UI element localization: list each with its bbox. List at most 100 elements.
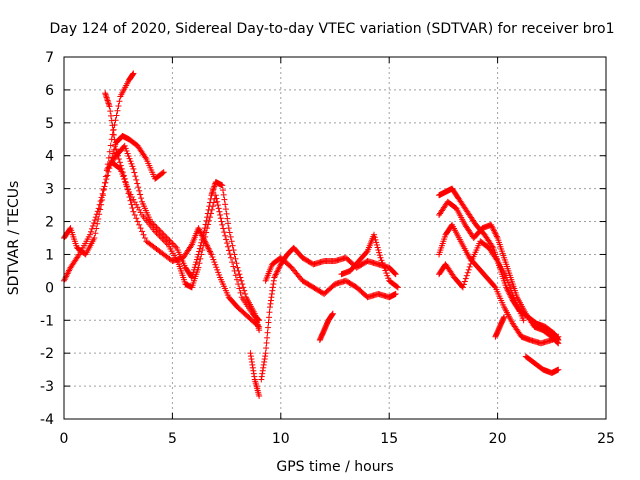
- data-point-marker: [61, 276, 68, 283]
- data-point-marker: [98, 194, 105, 201]
- data-point-marker: [466, 263, 473, 270]
- data-point-marker: [371, 234, 378, 241]
- data-point-marker: [275, 265, 282, 272]
- data-point-marker: [123, 181, 130, 188]
- y-tick-label: -1: [40, 313, 54, 329]
- data-point-marker: [193, 256, 200, 263]
- data-point-marker: [224, 215, 231, 222]
- data-point-marker: [133, 176, 140, 183]
- data-point-marker: [199, 247, 206, 254]
- y-tick-label: 5: [45, 116, 54, 132]
- data-point-marker: [163, 234, 170, 241]
- data-point-marker: [154, 231, 161, 238]
- data-points: [61, 70, 562, 399]
- data-point-marker: [124, 183, 131, 190]
- data-point-marker: [169, 240, 176, 247]
- data-point-marker: [203, 229, 210, 236]
- x-axis-label: GPS time / hours: [276, 459, 393, 475]
- data-point-marker: [255, 316, 262, 323]
- data-point-marker: [122, 178, 129, 185]
- data-point-marker: [204, 244, 211, 251]
- data-point-marker: [206, 248, 213, 255]
- data-point-marker: [488, 221, 495, 228]
- data-point-marker: [107, 142, 114, 149]
- data-point-marker: [507, 284, 514, 291]
- data-point-marker: [137, 209, 144, 216]
- y-tick-label: 4: [45, 149, 54, 165]
- data-point-marker: [266, 309, 273, 316]
- data-point-marker: [503, 285, 510, 292]
- data-point-marker: [491, 283, 498, 290]
- y-tick-label: 0: [45, 280, 54, 296]
- data-point-marker: [206, 217, 213, 224]
- plot-frame: [63, 56, 607, 420]
- data-point-marker: [238, 277, 245, 284]
- data-point-marker: [393, 283, 400, 290]
- data-point-marker: [488, 223, 495, 230]
- data-point-marker: [506, 282, 513, 289]
- x-tick-label: 25: [597, 431, 615, 447]
- data-point-marker: [112, 141, 119, 148]
- data-point-marker: [465, 266, 472, 273]
- data-point-marker: [216, 208, 223, 215]
- data-point-marker: [236, 285, 243, 292]
- data-point-marker: [271, 274, 278, 281]
- data-point-marker: [108, 117, 115, 124]
- data-point-marker: [159, 230, 166, 237]
- data-point-marker: [126, 155, 133, 162]
- data-point-marker: [459, 284, 466, 291]
- data-point-marker: [228, 238, 235, 245]
- data-point-marker: [195, 225, 202, 232]
- data-point-marker: [463, 272, 470, 279]
- data-point-marker: [101, 183, 108, 190]
- data-point-marker: [379, 259, 386, 266]
- data-point-marker: [116, 165, 123, 172]
- data-point-marker: [391, 269, 398, 276]
- data-point-marker: [232, 272, 239, 279]
- series-track-4: [104, 142, 263, 334]
- data-point-marker: [392, 290, 399, 297]
- data-point-marker: [240, 284, 247, 291]
- data-point-marker: [208, 251, 215, 258]
- data-point-marker: [225, 243, 232, 250]
- data-point-marker: [263, 339, 270, 346]
- data-point-marker: [213, 264, 220, 271]
- data-point-marker: [92, 214, 99, 221]
- data-point-marker: [222, 206, 229, 213]
- data-point-marker: [234, 264, 241, 271]
- data-point-marker: [263, 345, 270, 352]
- y-tick-label: 2: [45, 215, 54, 231]
- data-point-marker: [90, 220, 97, 227]
- data-point-marker: [137, 191, 144, 198]
- data-point-marker: [227, 233, 234, 240]
- data-point-marker: [156, 227, 163, 234]
- data-point-marker: [196, 226, 203, 233]
- data-point-marker: [63, 271, 70, 278]
- data-point-marker: [89, 222, 96, 229]
- data-point-marker: [134, 180, 141, 187]
- data-point-marker: [265, 314, 272, 321]
- data-point-marker: [140, 231, 147, 238]
- data-point-marker: [62, 274, 69, 281]
- data-point-marker: [230, 263, 237, 270]
- data-point-marker: [505, 288, 512, 295]
- grid: [64, 57, 606, 419]
- data-point-marker: [123, 147, 130, 154]
- data-point-marker: [154, 225, 161, 232]
- data-point-marker: [219, 182, 226, 189]
- data-point-marker: [94, 220, 101, 227]
- data-point-marker: [113, 146, 120, 153]
- data-point-marker: [172, 243, 179, 250]
- data-point-marker: [160, 169, 167, 176]
- y-tick-label: 3: [45, 182, 54, 198]
- data-point-marker: [520, 317, 527, 324]
- data-point-marker: [197, 229, 204, 236]
- x-tick-label: 0: [60, 431, 69, 447]
- data-point-marker: [491, 229, 498, 236]
- data-point-marker: [214, 198, 221, 205]
- data-point-marker: [91, 235, 98, 241]
- data-point-marker: [509, 289, 516, 296]
- data-point-marker: [162, 238, 169, 245]
- data-point-marker: [165, 236, 172, 243]
- data-point-marker: [226, 251, 233, 258]
